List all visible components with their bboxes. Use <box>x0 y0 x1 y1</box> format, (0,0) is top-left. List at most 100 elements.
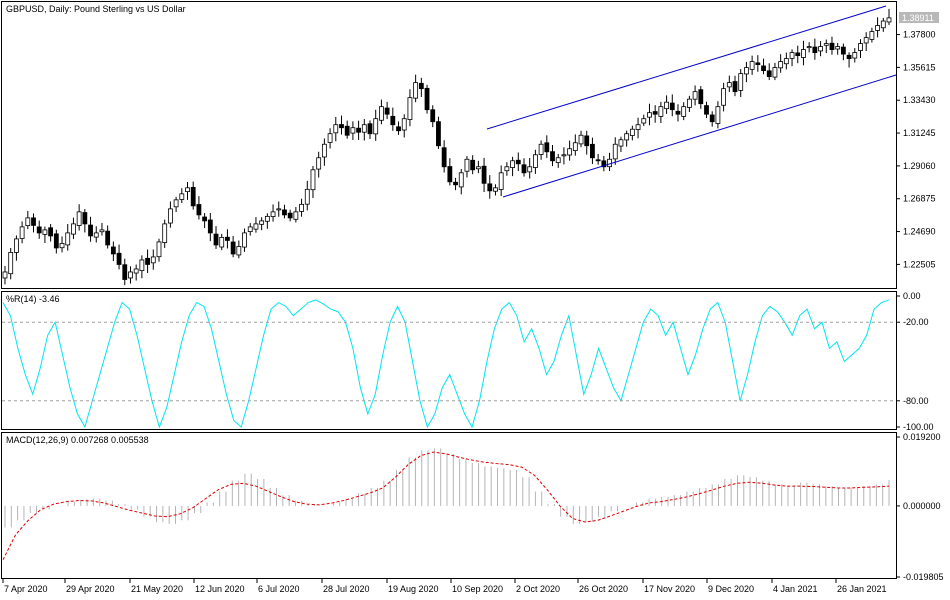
candle-body[interactable] <box>647 112 652 118</box>
candle-body[interactable] <box>333 124 339 134</box>
candle-body[interactable] <box>761 65 766 72</box>
candle-body[interactable] <box>396 126 401 132</box>
candle-body[interactable] <box>458 172 464 188</box>
candle-body[interactable] <box>498 172 504 190</box>
candle-body[interactable] <box>167 208 173 224</box>
candle-body[interactable] <box>641 118 647 124</box>
candle-body[interactable] <box>778 61 784 69</box>
candle-body[interactable] <box>806 46 812 49</box>
candle-body[interactable] <box>510 160 515 168</box>
candle-body[interactable] <box>869 31 875 40</box>
candle-body[interactable] <box>441 147 447 168</box>
candle-body[interactable] <box>190 187 196 207</box>
candle-body[interactable] <box>145 257 150 265</box>
candle-body[interactable] <box>601 160 607 168</box>
candle-body[interactable] <box>185 187 190 193</box>
candle-body[interactable] <box>116 252 122 265</box>
candle-body[interactable] <box>470 159 476 171</box>
candle-body[interactable] <box>538 143 544 155</box>
candle-body[interactable] <box>156 241 162 258</box>
candle-body[interactable] <box>99 229 105 233</box>
candle-body[interactable] <box>76 211 82 226</box>
candle-body[interactable] <box>481 165 487 184</box>
candle-body[interactable] <box>544 142 550 153</box>
candle-body[interactable] <box>744 67 749 75</box>
candle-body[interactable] <box>692 91 698 100</box>
candle-body[interactable] <box>852 52 858 59</box>
candle-body[interactable] <box>766 70 772 78</box>
candle-body[interactable] <box>173 199 179 208</box>
candle-body[interactable] <box>133 268 139 274</box>
candle-body[interactable] <box>430 109 436 123</box>
candle-body[interactable] <box>464 158 470 172</box>
candle-body[interactable] <box>65 232 71 246</box>
candle-body[interactable] <box>555 157 561 164</box>
candle-body[interactable] <box>732 81 738 93</box>
candle-body[interactable] <box>59 243 65 249</box>
candle-body[interactable] <box>202 216 208 222</box>
candle-body[interactable] <box>2 271 8 279</box>
candle-body[interactable] <box>595 159 601 162</box>
candle-body[interactable] <box>829 42 835 50</box>
candle-body[interactable] <box>48 227 54 237</box>
candle-body[interactable] <box>287 212 293 219</box>
candle-body[interactable] <box>447 166 453 183</box>
candle-body[interactable] <box>567 148 573 156</box>
candle-body[interactable] <box>840 46 846 55</box>
candle-body[interactable] <box>584 135 590 147</box>
candle-body[interactable] <box>110 246 116 255</box>
candle-body[interactable] <box>207 219 213 234</box>
candle-body[interactable] <box>407 97 413 120</box>
candle-body[interactable] <box>253 223 259 230</box>
candle-body[interactable] <box>561 154 567 157</box>
candle-body[interactable] <box>738 73 744 91</box>
candle-body[interactable] <box>418 82 424 90</box>
candle-body[interactable] <box>475 166 481 170</box>
candle-body[interactable] <box>835 46 841 50</box>
candle-body[interactable] <box>612 143 618 160</box>
candle-body[interactable] <box>53 233 59 249</box>
candle-body[interactable] <box>749 61 755 70</box>
candle-body[interactable] <box>264 215 270 222</box>
candle-body[interactable] <box>150 256 156 264</box>
candle-body[interactable] <box>310 169 316 191</box>
candle-body[interactable] <box>8 252 14 275</box>
candle-body[interactable] <box>527 166 533 173</box>
candle-body[interactable] <box>436 121 441 147</box>
candle-body[interactable] <box>669 102 675 111</box>
candle-body[interactable] <box>31 217 36 226</box>
candle-body[interactable] <box>356 127 362 133</box>
candle-body[interactable] <box>515 159 521 165</box>
candle-body[interactable] <box>618 139 624 147</box>
candle-body[interactable] <box>71 223 76 235</box>
candle-body[interactable] <box>344 125 350 136</box>
candle-body[interactable] <box>367 123 373 135</box>
candle-body[interactable] <box>886 17 892 23</box>
candle-body[interactable] <box>139 259 145 272</box>
candle-body[interactable] <box>715 106 721 124</box>
candle-body[interactable] <box>42 229 48 235</box>
candle-body[interactable] <box>270 211 276 217</box>
candle-body[interactable] <box>453 181 458 186</box>
candle-body[interactable] <box>493 187 498 192</box>
candle-body[interactable] <box>242 232 247 248</box>
candle-body[interactable] <box>105 230 111 246</box>
candle-body[interactable] <box>259 220 265 225</box>
candle-body[interactable] <box>282 209 287 216</box>
candle-body[interactable] <box>373 118 379 135</box>
candle-body[interactable] <box>293 211 299 220</box>
candle-body[interactable] <box>247 226 253 232</box>
candle-body[interactable] <box>521 164 527 174</box>
regression-channel[interactable] <box>486 5 897 198</box>
candle-body[interactable] <box>658 106 664 117</box>
candle-body[interactable] <box>413 82 419 99</box>
candle-body[interactable] <box>401 118 407 131</box>
candle-body[interactable] <box>384 107 390 115</box>
candle-body[interactable] <box>789 52 795 59</box>
candle-body[interactable] <box>276 208 282 211</box>
candle-body[interactable] <box>424 87 430 111</box>
candle-body[interactable] <box>327 133 333 143</box>
candle-body[interactable] <box>590 143 595 159</box>
candle-body[interactable] <box>316 157 322 170</box>
